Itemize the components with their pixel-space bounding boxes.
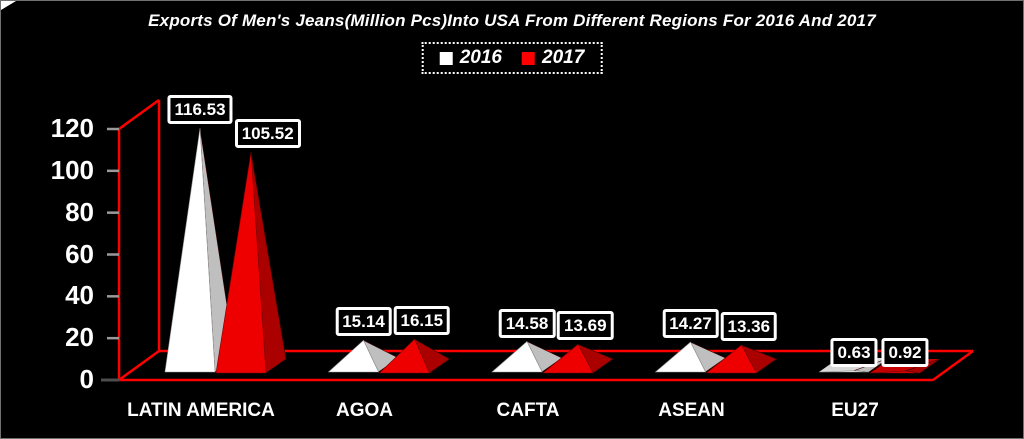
corner-notch: [1, 1, 16, 10]
pyramid-2017: [705, 344, 758, 374]
category-label: AGOA: [336, 400, 393, 421]
pyramid-2016: [654, 341, 706, 373]
legend-swatch-icon: [522, 51, 535, 65]
value-label-2017: 105.52: [234, 119, 301, 149]
pyramid-2016: [491, 341, 543, 373]
value-label-2017: 16.15: [393, 306, 451, 336]
y-axis-label: 20: [65, 322, 94, 353]
legend-item-2017: 2017: [522, 47, 584, 69]
y-axis-label: 60: [65, 238, 94, 269]
pyramid-2017: [378, 338, 430, 374]
value-label-2017: 13.69: [557, 311, 614, 341]
floor-right-depth-line: [932, 349, 974, 382]
pyramid-2017: [542, 343, 594, 374]
value-label-2016: 0.63: [830, 337, 878, 367]
y-axis-label: 100: [50, 154, 94, 185]
y-axis-label: 40: [65, 280, 94, 311]
legend-item-2016: 2016: [439, 47, 502, 69]
value-label-2016: 14.27: [662, 309, 719, 339]
category-label: ASEAN: [658, 400, 725, 421]
pyramid-2017: [869, 370, 921, 374]
value-label-2016: 15.14: [335, 307, 392, 337]
category-label: EU27: [831, 400, 879, 421]
axis-top-depth-line: [118, 98, 160, 131]
floor-left-depth-line: [118, 349, 160, 382]
legend-item-label: 2017: [542, 47, 585, 68]
pyramid-2016: [327, 339, 379, 373]
y-axis-label: 80: [65, 196, 94, 227]
legend: 2016 2017: [421, 42, 603, 74]
pyramid-2017: [215, 152, 267, 374]
category-label: LATIN AMERICA: [127, 400, 275, 421]
y-axis-label: 120: [50, 112, 94, 143]
value-label-2016: 116.53: [167, 95, 233, 125]
legend-swatch-icon: [439, 51, 453, 65]
legend-item-label: 2016: [459, 47, 502, 68]
value-label-2017: 13.36: [720, 312, 778, 342]
pyramid-2016: [818, 370, 870, 373]
pyramid-2016: [164, 128, 216, 373]
value-label-2016: 14.58: [498, 308, 556, 338]
chart-title: Exports Of Men's Jeans(Million Pcs)Into …: [148, 11, 876, 30]
y-axis-label: 0: [79, 363, 94, 394]
value-label-2017: 0.92: [881, 338, 929, 368]
category-label: CAFTA: [496, 400, 560, 421]
